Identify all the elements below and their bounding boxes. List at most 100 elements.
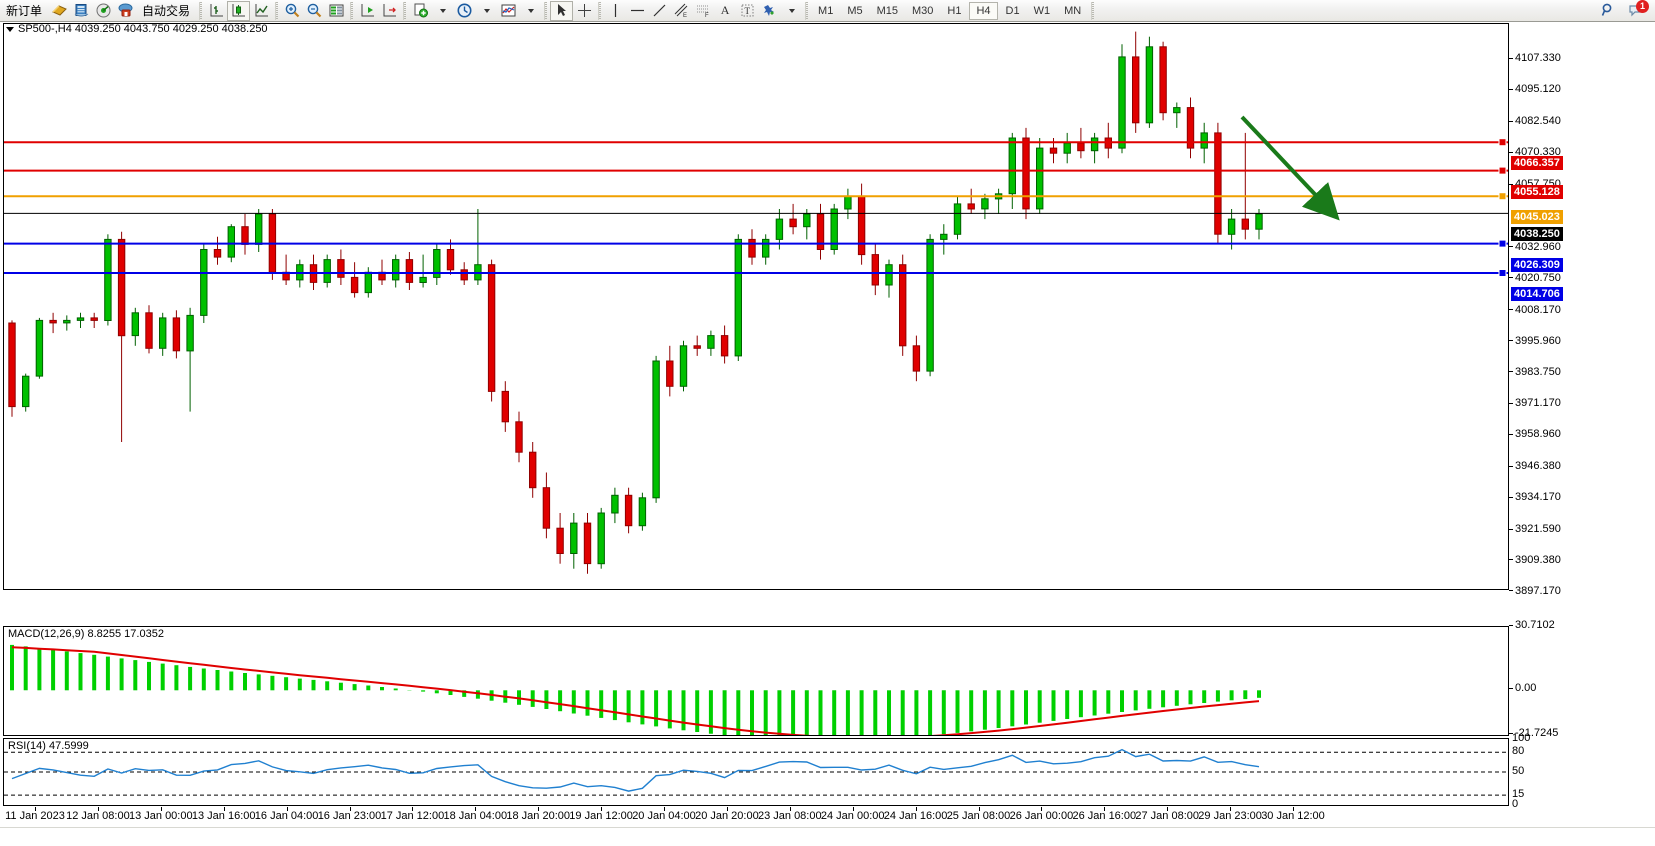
indicators-dropdown-caret[interactable] bbox=[519, 1, 541, 21]
rsi-label: RSI(14) 47.5999 bbox=[8, 740, 89, 752]
template-dropdown-caret[interactable] bbox=[431, 1, 453, 21]
rsi-tick: 50 bbox=[1512, 765, 1525, 777]
macd-pane[interactable]: MACD(12,26,9) 8.8255 17.0352 bbox=[3, 626, 1509, 736]
zoom-in-icon[interactable] bbox=[281, 1, 303, 21]
autoscroll-icon[interactable] bbox=[356, 1, 378, 21]
timeframe-w1[interactable]: W1 bbox=[1033, 4, 1051, 17]
toolbar-separator-6 bbox=[598, 1, 602, 20]
rsi-tick: 80 bbox=[1512, 745, 1525, 758]
tile-windows-icon[interactable] bbox=[325, 1, 347, 21]
price-tick: 3921.590 bbox=[1509, 523, 1561, 535]
time-axis[interactable]: 11 Jan 2023 12 Jan 08:00 13 Jan 00:00 13 Ja… bbox=[3, 807, 1509, 827]
toolbar-separator-7 bbox=[805, 1, 809, 20]
time-label: 17 Jan 12:00 bbox=[380, 810, 445, 822]
timeframe-m1[interactable]: M1 bbox=[818, 4, 834, 17]
time-label: 26 Jan 00:00 bbox=[1009, 810, 1074, 822]
price-tick: 3971.170 bbox=[1509, 397, 1561, 409]
price-tick: 4032.960 bbox=[1509, 241, 1561, 253]
toolbar-separator-4 bbox=[403, 1, 407, 20]
search-icon[interactable] bbox=[1597, 1, 1619, 21]
price-level-label-pivot[interactable]: 4045.023 bbox=[1511, 210, 1563, 225]
price-tick: 3995.960 bbox=[1509, 335, 1561, 347]
period-dropdown-caret[interactable] bbox=[475, 1, 497, 21]
candlestick-chart-icon[interactable] bbox=[227, 0, 251, 21]
time-tick bbox=[286, 807, 288, 811]
timeframe-mn[interactable]: MN bbox=[1064, 4, 1082, 17]
timeframe-d1[interactable]: D1 bbox=[1005, 4, 1020, 17]
price-level-label-resistance[interactable]: 4066.357 bbox=[1511, 156, 1563, 171]
timeframe-h4[interactable]: H4 bbox=[969, 1, 998, 20]
rsi-tick: 100 bbox=[1512, 732, 1531, 744]
chat-icon[interactable]: 1 bbox=[1625, 0, 1649, 21]
fibonacci-icon[interactable]: F bbox=[692, 1, 714, 21]
chart-collapse-caret[interactable] bbox=[6, 26, 14, 32]
price-candlestick-plot bbox=[4, 31, 1508, 574]
price-level-label-last-price[interactable]: 4038.250 bbox=[1511, 227, 1563, 242]
market-icon[interactable] bbox=[114, 1, 136, 21]
time-label: 16 Jan 23:00 bbox=[317, 810, 382, 822]
cursor-icon[interactable] bbox=[550, 0, 574, 21]
auto-trading-button[interactable]: 自动交易 bbox=[136, 1, 196, 21]
time-label: 29 Jan 23:00 bbox=[1198, 810, 1262, 822]
new-template-icon[interactable] bbox=[409, 1, 431, 21]
new-order-label: 新订单 bbox=[6, 4, 43, 18]
draw-objects-dropdown-caret[interactable] bbox=[780, 1, 802, 21]
line-chart-icon[interactable] bbox=[250, 1, 272, 21]
text-icon[interactable]: A bbox=[720, 3, 730, 17]
time-label: 16 Jan 04:00 bbox=[254, 810, 319, 822]
crosshair-icon[interactable] bbox=[573, 1, 595, 21]
text-label-icon[interactable]: T bbox=[736, 1, 758, 21]
timeframe-m30[interactable]: M30 bbox=[912, 4, 934, 17]
price-pane[interactable] bbox=[3, 23, 1509, 590]
draw-objects-icon[interactable] bbox=[758, 1, 780, 21]
time-tick bbox=[726, 807, 728, 811]
time-tick bbox=[1230, 807, 1232, 811]
time-tick bbox=[978, 807, 980, 811]
price-tick: 4082.540 bbox=[1509, 115, 1561, 127]
main-toolbar: 新订单 自动交易 bbox=[0, 0, 1655, 22]
price-level-label-support[interactable]: 4026.309 bbox=[1511, 257, 1563, 272]
toolbar-separator-3 bbox=[350, 1, 354, 20]
time-tick bbox=[1041, 807, 1043, 811]
time-label: 19 Jan 12:00 bbox=[569, 810, 633, 822]
equidistant-channel-icon[interactable]: E bbox=[670, 1, 692, 21]
time-tick bbox=[1104, 807, 1106, 811]
new-order-button[interactable]: 新订单 bbox=[0, 1, 48, 21]
horizontal-line-icon[interactable] bbox=[626, 1, 648, 21]
price-level-label-support[interactable]: 4014.706 bbox=[1511, 287, 1563, 301]
timeframe-h1[interactable]: H1 bbox=[947, 4, 962, 17]
time-tick bbox=[789, 807, 791, 811]
chart-area[interactable]: SP500-,H4 4039.250 4043.750 4029.250 403… bbox=[0, 22, 1655, 846]
price-level-label-resistance[interactable]: 4055.128 bbox=[1511, 184, 1563, 199]
toolbar-separator-8 bbox=[1091, 1, 1095, 20]
price-tick: 4008.170 bbox=[1509, 304, 1561, 316]
trendline-icon[interactable] bbox=[648, 1, 670, 21]
profile-icon[interactable] bbox=[48, 1, 70, 21]
timeframe-m15[interactable]: M15 bbox=[876, 4, 898, 17]
bar-chart-icon[interactable] bbox=[205, 1, 227, 21]
timeframe-m5[interactable]: M5 bbox=[847, 4, 863, 17]
time-tick bbox=[601, 807, 603, 811]
time-tick bbox=[412, 807, 414, 811]
time-tick bbox=[1293, 807, 1294, 811]
chat-badge: 1 bbox=[1636, 0, 1649, 13]
price-axis[interactable]: 4107.3304095.1204082.5404070.3304057.750… bbox=[1509, 45, 1655, 810]
time-tick bbox=[915, 807, 917, 811]
chart-shift-icon[interactable] bbox=[378, 1, 400, 21]
indicators-icon[interactable] bbox=[497, 1, 519, 21]
vertical-line-icon[interactable] bbox=[604, 1, 626, 21]
price-tick: 3909.380 bbox=[1509, 554, 1561, 566]
price-tick: 4095.120 bbox=[1509, 83, 1561, 95]
time-tick bbox=[160, 807, 162, 811]
signals-icon[interactable] bbox=[92, 1, 114, 21]
time-label: 27 Jan 08:00 bbox=[1135, 810, 1199, 822]
rsi-pane[interactable]: RSI(14) 47.5999 bbox=[3, 738, 1509, 806]
news-icon[interactable] bbox=[70, 1, 92, 21]
time-label: 11 Jan 2023 bbox=[5, 810, 65, 822]
time-label: 20 Jan 04:00 bbox=[632, 810, 696, 822]
period-separator-icon[interactable] bbox=[453, 1, 475, 21]
macd-tick: -21.7245 bbox=[1509, 727, 1558, 739]
time-tick bbox=[538, 807, 540, 811]
zoom-out-icon[interactable] bbox=[303, 1, 325, 21]
time-label: 24 Jan 16:00 bbox=[883, 810, 948, 822]
